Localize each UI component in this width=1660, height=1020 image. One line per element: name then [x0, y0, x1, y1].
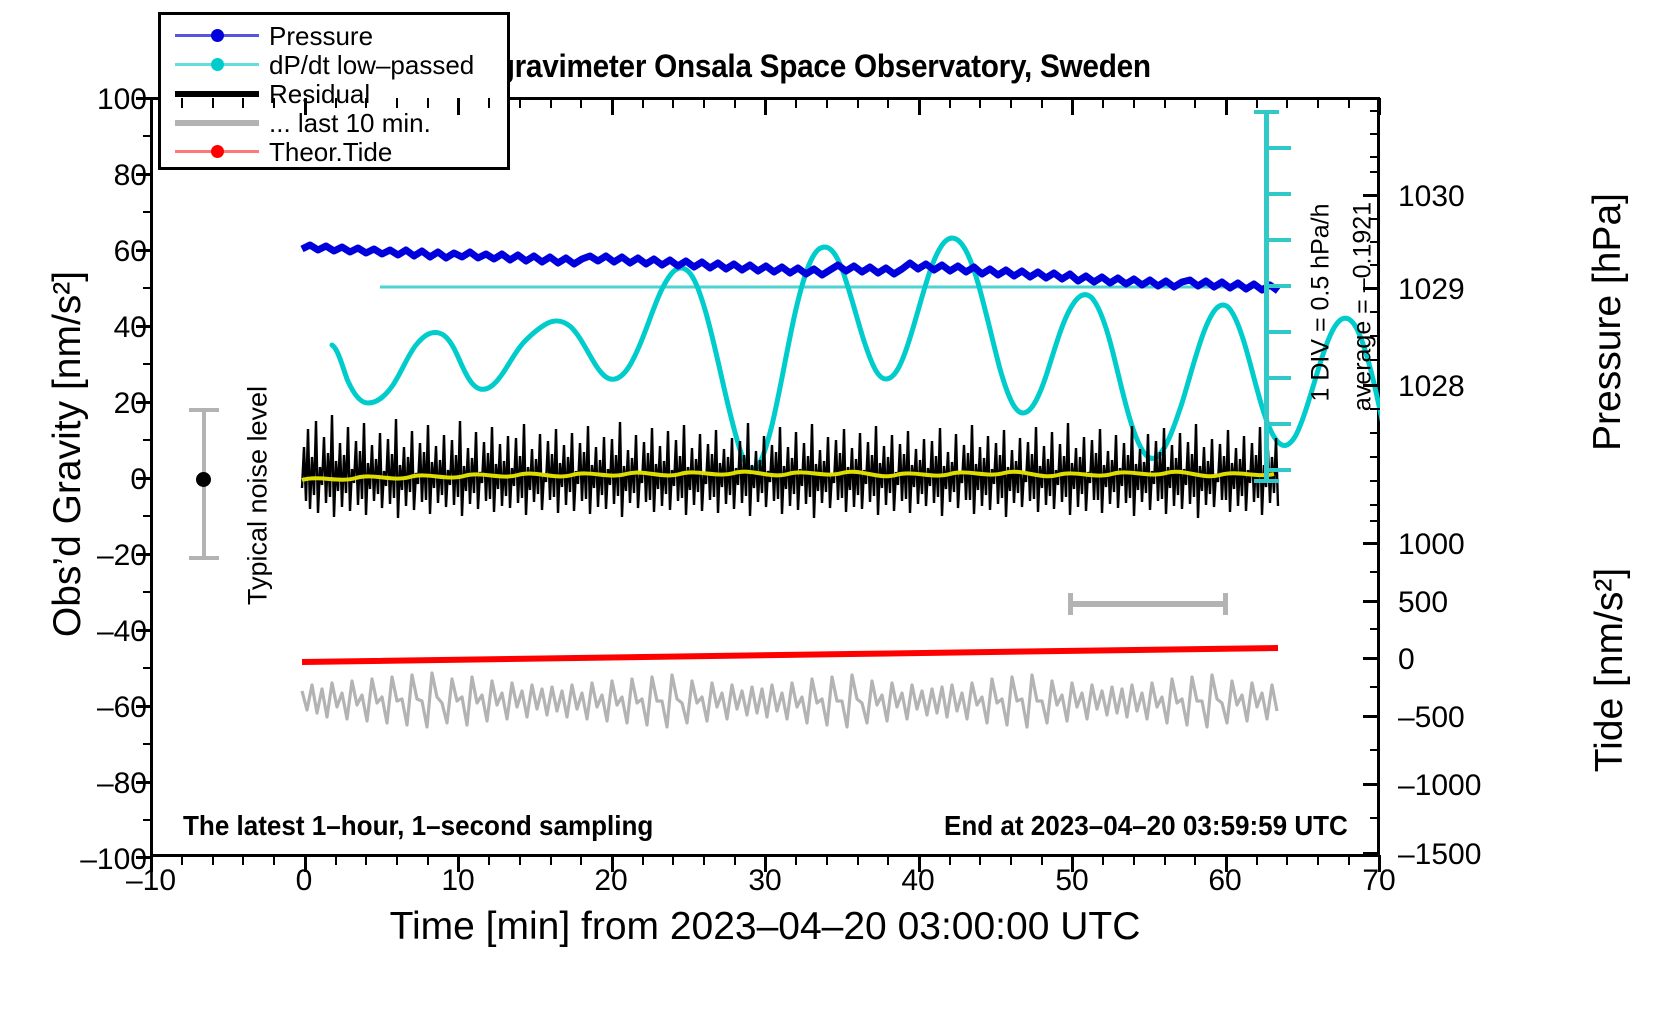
legend-swatch-pressure	[171, 21, 263, 50]
legend-label-theor-tide: Theor.Tide	[269, 136, 393, 167]
y-axis-label-left: Obs’d Gravity [nm/s²]	[46, 270, 89, 638]
x-axis-label: Time [min] from 2023–04–20 03:00:00 UTC	[389, 905, 1141, 948]
noise-center-dot	[196, 472, 211, 487]
page-title: SCG_054 gravimeter Onsala Space Observat…	[360, 48, 1151, 84]
last10-marker-cap-right	[1223, 593, 1228, 615]
ytick-left-n100: –100	[80, 843, 147, 876]
legend-label-last10: ... last 10 min.	[269, 107, 431, 138]
legend-swatch-theor-tide	[171, 137, 263, 166]
noise-level-label: Typical noise level	[242, 385, 273, 606]
ytick-tide-n1000: –1000	[1398, 769, 1482, 802]
dpdt-average-label: average = –0.1921	[1348, 201, 1377, 412]
ytick-tide-n500: –500	[1398, 701, 1465, 734]
ytick-right-1029: 1029	[1398, 273, 1465, 306]
dpdt-scale-cap-bottom	[1254, 479, 1279, 483]
ytick-tide-n1500: –1500	[1398, 838, 1482, 871]
legend-item-theor-tide[interactable]: Theor.Tide	[171, 137, 507, 166]
ytick-tide-0: 0	[1398, 643, 1415, 676]
ytick-tide-500: 500	[1398, 586, 1449, 619]
legend-item-dpdt[interactable]: dP/dt low–passed	[171, 50, 507, 79]
xtick-0: 0	[295, 864, 313, 897]
legend-label-dpdt: dP/dt low–passed	[269, 49, 475, 80]
ytick-right-1028: 1028	[1398, 370, 1465, 403]
latest-sampling-note: The latest 1–hour, 1–second sampling	[183, 810, 654, 841]
legend-item-residual[interactable]: Residual	[171, 79, 507, 108]
ytick-right-1030: 1030	[1398, 180, 1465, 213]
last10-marker-bar	[1068, 601, 1228, 607]
ytick-tide-1000: 1000	[1398, 528, 1465, 561]
end-time-note: End at 2023–04–20 03:59:59 UTC	[944, 810, 1348, 841]
legend-item-last10[interactable]: ... last 10 min.	[171, 108, 507, 137]
legend-label-residual: Residual	[269, 78, 371, 109]
noise-bar-cap-bottom	[189, 556, 219, 560]
legend: Pressure dP/dt low–passed Residual ... l…	[158, 12, 510, 170]
legend-swatch-residual	[171, 79, 263, 108]
legend-swatch-dpdt	[171, 50, 263, 79]
y-axis-label-tide: Tide [nm/s²]	[1588, 567, 1631, 773]
dpdt-division-label: 1 DIV = 0.5 hPa/h	[1306, 203, 1335, 402]
legend-label-pressure: Pressure	[269, 20, 374, 51]
legend-item-pressure[interactable]: Pressure	[171, 21, 507, 50]
dpdt-scale-bar	[1264, 110, 1269, 483]
plot-area	[150, 97, 1380, 857]
legend-swatch-last10	[171, 108, 263, 137]
